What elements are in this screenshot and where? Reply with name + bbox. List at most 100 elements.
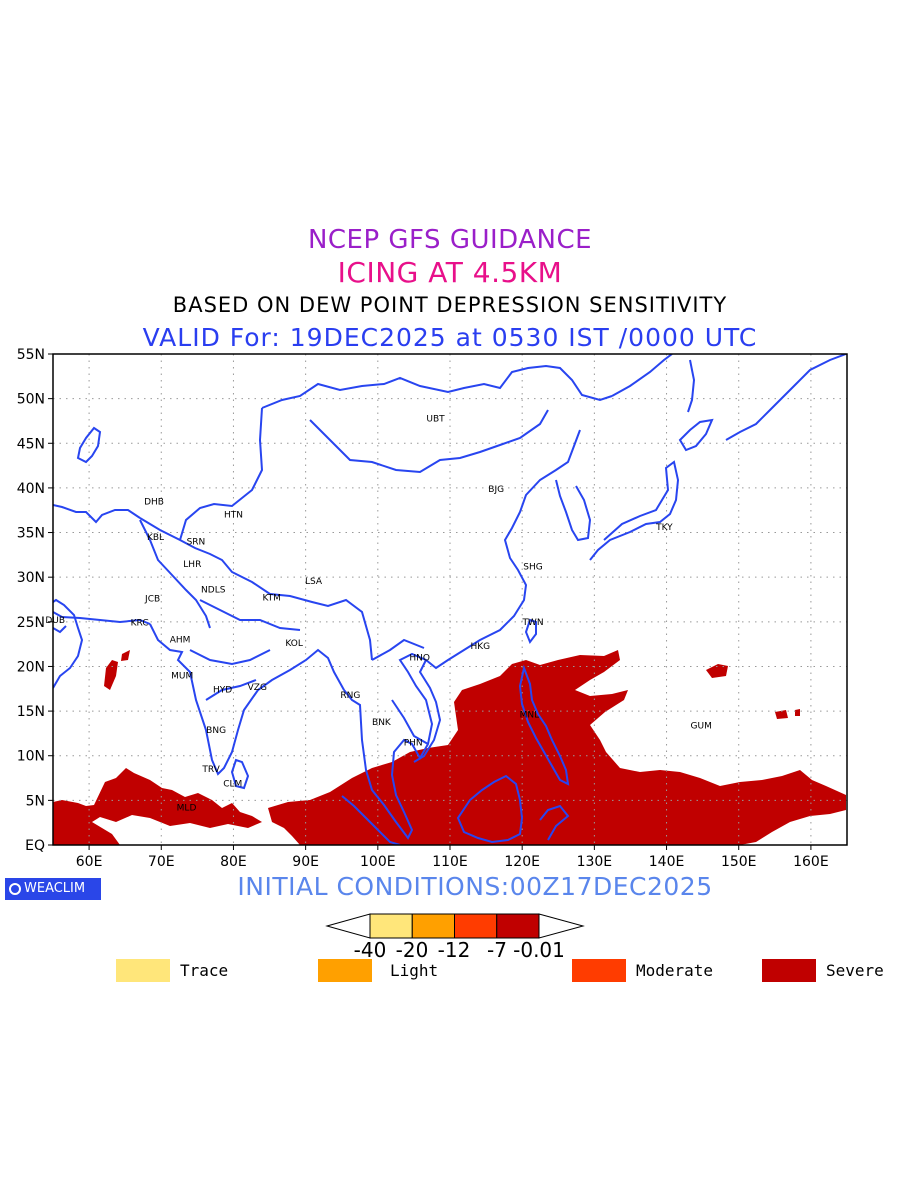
coastline-taiwan (524, 618, 537, 645)
city-label-gum: GUM (691, 721, 712, 731)
border-internal-india-3 (205, 679, 257, 701)
severe-region-east-pacific-patch (706, 664, 728, 678)
weaclim-logo: WEACLIM (5, 878, 101, 900)
coastline-kamchatka (725, 354, 847, 441)
city-label-bnk: BNK (372, 718, 392, 728)
longitude-label: 160E (793, 854, 829, 870)
city-label-lsa: LSA (305, 577, 323, 587)
latitude-labels: 55N 50N 45N 40N 35N 30N 25N 20N 15N 10N 5N EQ (17, 347, 45, 854)
border-thailand (391, 699, 429, 745)
city-label-vzg: VZG (248, 683, 267, 693)
border-india-north (139, 517, 373, 661)
coastline-gulf (53, 625, 67, 634)
border-pakistan (139, 519, 211, 629)
colorbar-left-arrow (325, 913, 371, 939)
longitude-label: 80E (220, 854, 247, 870)
city-label-jcb: JCB (144, 595, 160, 605)
city-label-kbl: KBL (147, 533, 164, 543)
colorbar-cell (369, 913, 413, 939)
city-label-dub: DUB (45, 616, 65, 626)
latitude-label: EQ (25, 838, 45, 854)
severe-region-south-china-sea (268, 650, 846, 845)
city-label-phn: PHN (404, 738, 423, 748)
colorbar-right-arrow (538, 913, 585, 939)
legend-label-moderate: Moderate (636, 961, 714, 980)
latitude-label: 20N (17, 659, 45, 675)
colorbar-label: -0.01 (513, 938, 565, 962)
border-internal-india-2 (189, 649, 271, 666)
coastline-sulawesi (539, 804, 570, 841)
severe-region-indian-ocean (53, 768, 262, 845)
initial-conditions: INITIAL CONDITIONS:00Z17DEC2025 (237, 872, 713, 901)
longitude-label: 100E (360, 854, 396, 870)
colorbar (325, 913, 585, 939)
coastline-hokkaido (678, 418, 714, 452)
city-label-ktm: KTM (262, 594, 280, 604)
logo-ring-icon (9, 883, 21, 895)
legend-swatch-severe (762, 959, 816, 982)
longitude-label: 150E (721, 854, 757, 870)
legend-swatch-light (318, 959, 372, 982)
legend-label-trace: Trace (180, 961, 229, 980)
colorbar-label: -40 (353, 938, 387, 962)
coastline-vietnam (413, 659, 442, 763)
title-valid-time: VALID For: 19DEC2025 at 0530 IST /0000 U… (142, 323, 758, 352)
coastline-southeast-asia (343, 429, 581, 840)
border-mongolia-south (309, 409, 549, 474)
border-china-south (371, 638, 425, 661)
city-label-ubt: UBT (426, 414, 445, 424)
coastline-sri-lanka (230, 758, 250, 790)
city-label-twn: TWN (521, 618, 543, 628)
city-label-mnl: MNL (520, 711, 540, 721)
city-label-mld: MLD (177, 804, 197, 814)
latitude-label: 40N (17, 481, 45, 497)
severe-region-small-patch (775, 710, 788, 719)
coastline-iran-north (53, 504, 141, 524)
coastline-sumatra (341, 795, 401, 845)
grid-lines (53, 354, 847, 845)
legend-label-severe: Severe (826, 961, 884, 980)
latitude-label: 35N (17, 526, 45, 542)
border-mongolia-north (261, 364, 613, 409)
longitude-label: 90E (292, 854, 319, 870)
colorbar-labels: -40 -20 -12 -7 -0.01 (340, 938, 580, 964)
coastline-japan (589, 460, 680, 561)
city-label-bng: BNG (206, 726, 226, 736)
severe-region-west-arabian-patch (121, 650, 130, 661)
city-label-hyd: HYD (213, 686, 232, 696)
coastline-korea (555, 479, 592, 542)
longitude-labels: 60E 70E 80E 90E 100E 110E 120E 130E 140E 150E 160E (76, 854, 829, 870)
city-label-krc: KRC (131, 619, 149, 629)
city-label-lhr: LHR (183, 560, 201, 570)
latitude-label: 10N (17, 749, 45, 765)
city-label-htn: HTN (224, 511, 243, 521)
logo-text: WEACLIM (24, 881, 86, 896)
axis-ticks (48, 353, 812, 850)
severe-region-small-patch-2 (795, 709, 800, 716)
coastline-sakhalin (687, 359, 696, 413)
city-label-ahm: AHM (170, 636, 191, 646)
longitude-label: 110E (432, 854, 468, 870)
latitude-label: 30N (17, 570, 45, 586)
border-internal-india-1 (199, 599, 301, 631)
latitude-label: 55N (17, 347, 45, 363)
latitude-label: 25N (17, 615, 45, 631)
title-method: BASED ON DEW POINT DEPRESSION SENSITIVIT… (172, 293, 728, 317)
severe-icing-layer (53, 650, 846, 845)
colorbar-label: -12 (437, 938, 471, 962)
latitude-label: 5N (26, 793, 45, 809)
city-label-rng: RNG (340, 691, 360, 701)
coastline-philippines (518, 664, 570, 786)
coastline-caspian (76, 426, 102, 464)
coastline-iran (53, 611, 151, 625)
longitude-label: 70E (148, 854, 175, 870)
border-china-west (179, 407, 264, 541)
coastline-arabia (53, 598, 84, 689)
title-model: NCEP GFS GUIDANCE (307, 225, 593, 255)
longitude-label: 130E (577, 854, 613, 870)
city-label-srn: SRN (187, 537, 206, 547)
city-label-kol: KOL (285, 639, 303, 649)
city-labels: UBT BJG DHB HTN KBL SRN TKY LHR SHG LSA NDLS JCB KTM… (45, 414, 712, 813)
colorbar-label: -20 (395, 938, 429, 962)
